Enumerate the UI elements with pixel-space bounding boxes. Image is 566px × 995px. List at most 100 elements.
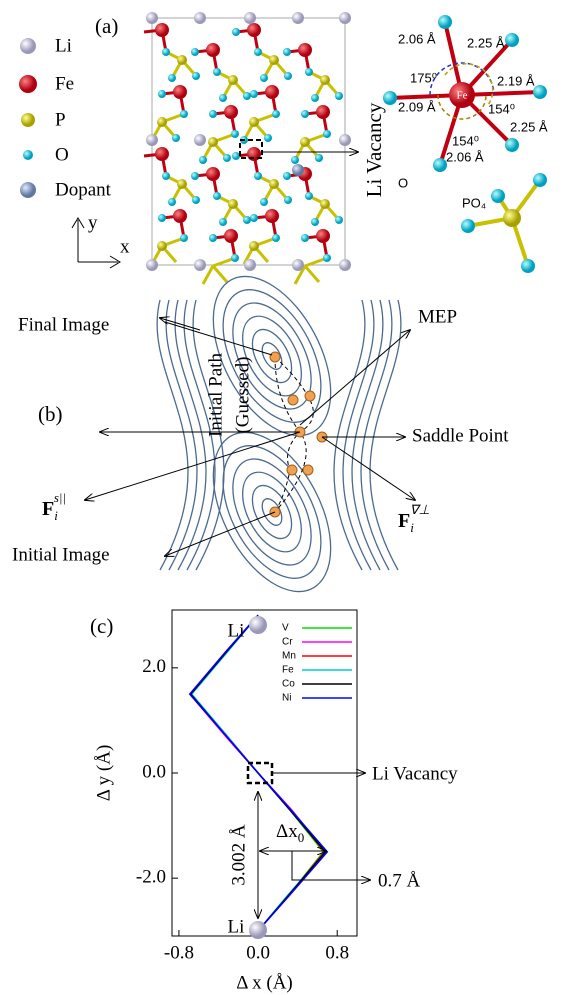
o-atom bbox=[243, 216, 251, 224]
p-atom bbox=[157, 241, 167, 251]
li-atom bbox=[292, 259, 304, 271]
legend-text: Mn bbox=[282, 651, 296, 662]
o-atom bbox=[505, 33, 519, 47]
o-atom bbox=[323, 254, 331, 262]
li-atom bbox=[249, 921, 267, 939]
dx-value: 0.7 Å bbox=[378, 870, 421, 891]
o-atom bbox=[311, 94, 319, 102]
o-atom bbox=[305, 192, 313, 200]
dx-base: Δx bbox=[276, 821, 298, 842]
li-atom bbox=[194, 134, 206, 146]
p-atom bbox=[320, 75, 330, 85]
dopant-atom bbox=[292, 164, 304, 176]
legend-icon bbox=[20, 38, 36, 54]
x-tick-label: -0.8 bbox=[164, 942, 194, 963]
fe-atom bbox=[247, 23, 261, 37]
p-atom bbox=[300, 137, 310, 147]
force-base: F bbox=[42, 498, 54, 520]
vacancy-label: Li Vacancy bbox=[372, 763, 458, 784]
o-atom bbox=[219, 218, 227, 226]
y-tick-label: -2.0 bbox=[136, 867, 166, 888]
panel-label: (c) bbox=[90, 614, 113, 638]
p-atom bbox=[228, 199, 238, 209]
o-atom bbox=[284, 196, 292, 204]
o-atom bbox=[231, 130, 239, 138]
legend-text: Ni bbox=[282, 693, 291, 704]
initial-path-label: (Guessed) bbox=[232, 356, 253, 433]
image-point bbox=[305, 391, 315, 401]
p-atom bbox=[503, 209, 521, 227]
force-sub: i bbox=[54, 508, 58, 523]
fe-atom bbox=[155, 23, 169, 37]
li-atom bbox=[249, 616, 267, 634]
o-atom bbox=[491, 189, 505, 203]
x-axis-label: Δ x (Å) bbox=[236, 972, 293, 993]
mep-label: MEP bbox=[418, 306, 457, 327]
o-atom bbox=[219, 94, 227, 102]
legend-text: Li bbox=[55, 35, 72, 56]
o-atom bbox=[158, 90, 166, 98]
o-atom bbox=[284, 72, 292, 80]
o-atom bbox=[301, 234, 309, 242]
final-image: Final Image bbox=[18, 314, 109, 335]
o-atom bbox=[323, 130, 331, 138]
contour bbox=[157, 300, 188, 570]
li-atom bbox=[339, 12, 351, 24]
o-atom bbox=[383, 91, 397, 105]
panel-c: (c)-0.80.00.82.00.0-2.0Δ x (Å)Δ y (Å)LiL… bbox=[90, 610, 458, 993]
fe-atom bbox=[298, 43, 312, 57]
o-atom bbox=[433, 158, 447, 172]
o-atom bbox=[301, 110, 309, 118]
saddle-label: Saddle Point bbox=[412, 425, 509, 446]
contour bbox=[175, 300, 206, 570]
o-atom bbox=[260, 74, 268, 82]
o-atom bbox=[283, 48, 291, 56]
li-label: Li bbox=[228, 916, 245, 937]
p-atom bbox=[320, 199, 330, 209]
o-atom bbox=[162, 48, 170, 56]
contour bbox=[361, 300, 392, 570]
p-atom bbox=[208, 137, 218, 147]
p-atom bbox=[249, 117, 259, 127]
distance-label: 3.002 Å bbox=[228, 824, 249, 886]
o-atom bbox=[180, 234, 188, 242]
fe-atom bbox=[224, 229, 238, 243]
contour bbox=[166, 300, 197, 570]
atom-label: PO₄ bbox=[462, 195, 486, 210]
fe-atom bbox=[316, 229, 330, 243]
o-atom bbox=[315, 154, 323, 162]
force-base: F bbox=[398, 510, 410, 532]
p-atom bbox=[228, 75, 238, 85]
li-atom bbox=[339, 259, 351, 271]
o-atom bbox=[158, 214, 166, 222]
li-atom bbox=[244, 12, 256, 24]
p-atom bbox=[157, 117, 167, 127]
bond-label: 2.09 Å bbox=[398, 99, 436, 114]
x-tick-label: 0.8 bbox=[325, 942, 349, 963]
legend-text: Cr bbox=[282, 637, 293, 648]
legend-icon bbox=[19, 75, 37, 93]
angle-label: 154⁰ bbox=[452, 133, 479, 148]
legend-text: V bbox=[282, 623, 289, 634]
li-atom bbox=[194, 12, 206, 24]
bond-label: 2.25 Å bbox=[510, 119, 548, 134]
o-atom bbox=[209, 234, 217, 242]
dx-label: Δx0 bbox=[276, 821, 304, 845]
o-atom bbox=[264, 134, 272, 142]
panel-label: (a) bbox=[95, 14, 118, 38]
axis-y-label: y bbox=[88, 212, 98, 233]
legend-text: Co bbox=[282, 679, 295, 690]
bond-label: 2.19 Å bbox=[497, 73, 535, 88]
arrow bbox=[300, 330, 410, 425]
image-point bbox=[288, 395, 298, 405]
o-atom bbox=[232, 28, 240, 36]
p-atom bbox=[269, 55, 279, 65]
initial-path-label: Initial Path bbox=[205, 353, 226, 437]
o-atom bbox=[213, 68, 221, 76]
force-label: Fi∇⊥ bbox=[398, 502, 430, 535]
arrow bbox=[85, 432, 300, 500]
o-atom bbox=[209, 110, 217, 118]
x-tick-label: 0.0 bbox=[246, 942, 270, 963]
li-label: Li bbox=[228, 620, 245, 641]
bond-label: 2.25 Å bbox=[467, 35, 505, 50]
